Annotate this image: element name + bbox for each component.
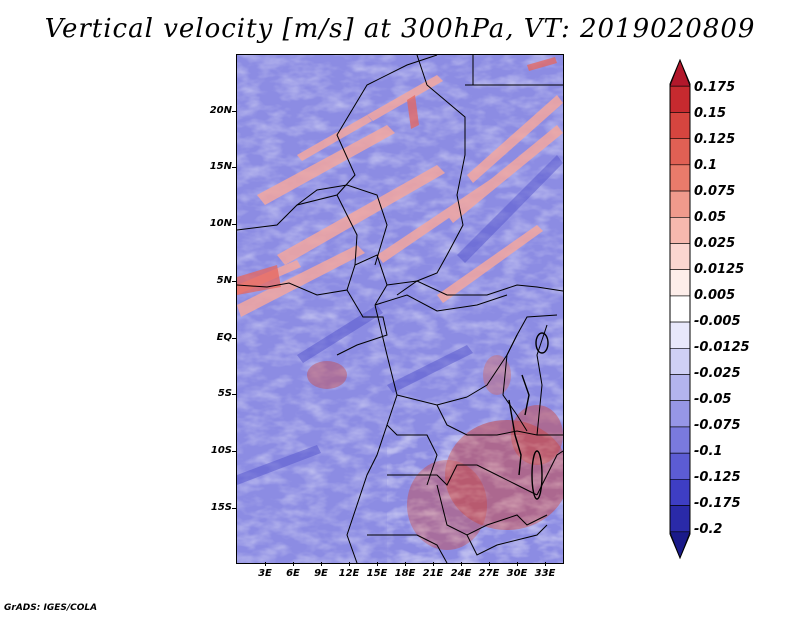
colorbar-cell — [669, 348, 691, 375]
lat-tick — [232, 111, 236, 112]
lon-label-21e: 21E — [422, 568, 444, 579]
colorbar-label: -0.025 — [694, 366, 741, 381]
lon-label-18e: 18E — [394, 568, 416, 579]
lakes — [508, 332, 549, 500]
lat-label-10n: 10N — [209, 218, 232, 229]
lon-tick — [377, 562, 378, 566]
colorbar-label: 0.05 — [694, 210, 727, 225]
colorbar-cell — [669, 164, 691, 192]
colorbar-cell — [669, 138, 691, 166]
colorbar-cell — [669, 295, 691, 323]
colorbar-cell — [669, 112, 691, 139]
colorbar-label: 0.075 — [694, 184, 736, 199]
velocity-field — [237, 55, 563, 563]
colorbar-cell — [669, 190, 691, 218]
lon-label-6e: 6E — [286, 568, 300, 579]
colorbar-label: -0.125 — [694, 470, 741, 485]
lon-label-12e: 12E — [338, 568, 360, 579]
lon-tick — [461, 562, 462, 566]
lon-tick — [349, 562, 350, 566]
lon-label-30e: 30E — [506, 568, 528, 579]
colorbar-label: -0.0125 — [694, 340, 750, 355]
lat-label-5s: 5S — [217, 388, 232, 399]
colorbar-label: 0.005 — [694, 288, 736, 303]
lat-label-15s: 15S — [210, 502, 232, 513]
colorbar-cell — [669, 452, 691, 480]
colorbar-label: -0.05 — [694, 392, 732, 407]
colorbar-label: 0.15 — [694, 106, 727, 121]
colorbar-cell — [669, 85, 691, 113]
lat-label-15n: 15N — [209, 161, 232, 172]
lat-tick — [232, 281, 236, 282]
map-panel — [236, 54, 564, 564]
lat-tick — [232, 338, 236, 339]
lon-label-3e: 3E — [258, 568, 272, 579]
colorbar-cell — [669, 59, 691, 87]
colorbar-label: -0.075 — [694, 418, 741, 433]
colorbar-cell — [669, 216, 691, 244]
lon-tick — [293, 562, 294, 566]
lon-label-33e: 33E — [534, 568, 556, 579]
colorbar-label: -0.2 — [694, 522, 723, 537]
colorbar-cell — [669, 400, 691, 428]
lat-label-20n: 20N — [209, 105, 232, 116]
colorbar-cell — [669, 479, 691, 506]
colorbar-cell — [669, 426, 691, 454]
lon-tick — [433, 562, 434, 566]
downdraft-streaks — [237, 155, 563, 485]
lat-tick — [232, 167, 236, 168]
lon-tick — [489, 562, 490, 566]
colorbar — [669, 58, 691, 560]
colorbar-label: 0.175 — [694, 80, 736, 95]
lat-tick — [232, 394, 236, 395]
lon-tick — [517, 562, 518, 566]
lon-label-27e: 27E — [478, 568, 500, 579]
colorbar-label: 0.025 — [694, 236, 736, 251]
lon-label-15e: 15E — [366, 568, 388, 579]
colorbar-cell — [669, 321, 691, 349]
lon-label-24e: 24E — [450, 568, 472, 579]
lon-tick — [265, 562, 266, 566]
colorbar-cell — [669, 531, 691, 559]
lat-label-eq: EQ — [216, 332, 232, 343]
lat-label-10s: 10S — [210, 445, 232, 456]
colorbar-label: 0.0125 — [694, 262, 745, 277]
colorbar-label: -0.005 — [694, 314, 741, 329]
lon-label-9e: 9E — [314, 568, 328, 579]
country-borders — [237, 55, 563, 563]
colorbar-cell — [669, 374, 691, 402]
colorbar-label: 0.125 — [694, 132, 736, 147]
updraft-streaks-north — [237, 75, 563, 317]
lat-tick — [232, 508, 236, 509]
chart-title: Vertical velocity [m/s] at 300hPa, VT: 2… — [44, 14, 756, 44]
colorbar-label: -0.175 — [694, 496, 741, 511]
colorbar-label: -0.1 — [694, 444, 723, 459]
colorbar-label: 0.1 — [694, 158, 718, 173]
lon-tick — [405, 562, 406, 566]
lat-label-5n: 5N — [216, 275, 232, 286]
colorbar-cell — [669, 243, 691, 270]
colorbar-cell — [669, 269, 691, 297]
lon-tick — [321, 562, 322, 566]
grads-credit: GrADS: IGES/COLA — [4, 603, 98, 613]
colorbar-cell — [669, 505, 691, 533]
lon-tick — [545, 562, 546, 566]
lat-tick — [232, 224, 236, 225]
lat-tick — [232, 451, 236, 452]
